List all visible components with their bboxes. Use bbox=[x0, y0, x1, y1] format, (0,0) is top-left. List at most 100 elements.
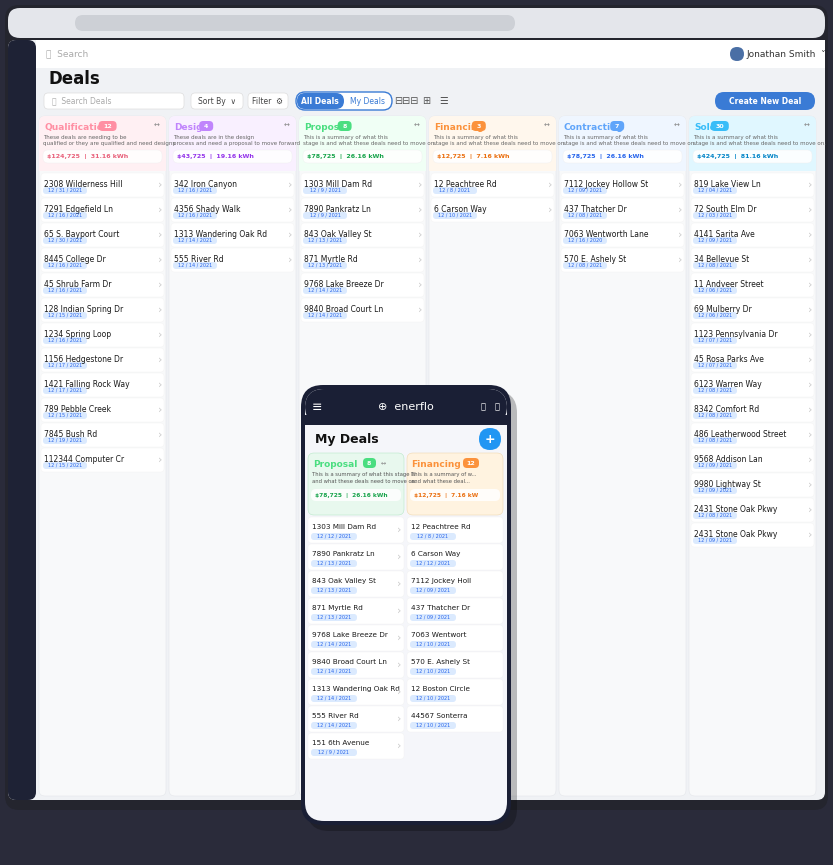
Text: 843 Oak Valley St: 843 Oak Valley St bbox=[304, 230, 372, 239]
Text: $43,725  |  19.16 kWh: $43,725 | 19.16 kWh bbox=[177, 153, 254, 158]
Text: ›: › bbox=[157, 280, 162, 290]
Text: stage is and what these deals need to move on.: stage is and what these deals need to mo… bbox=[563, 141, 696, 146]
FancyBboxPatch shape bbox=[303, 312, 347, 319]
Text: ›: › bbox=[678, 255, 682, 265]
Text: 12 / 13 / 2021: 12 / 13 / 2021 bbox=[317, 587, 352, 593]
Text: ›: › bbox=[397, 579, 402, 589]
Text: 12 / 08 / 2021: 12 / 08 / 2021 bbox=[568, 213, 602, 217]
Text: 12 / 06 / 2021: 12 / 06 / 2021 bbox=[698, 287, 732, 292]
Text: 11 Andveer Street: 11 Andveer Street bbox=[694, 280, 764, 289]
FancyBboxPatch shape bbox=[559, 163, 686, 171]
Text: 12 / 9 / 2021: 12 / 9 / 2021 bbox=[310, 213, 341, 217]
Text: 12 / 08 / 2021: 12 / 08 / 2021 bbox=[698, 438, 732, 443]
Text: $12,725  |  7.16 kWh: $12,725 | 7.16 kWh bbox=[437, 153, 510, 158]
Text: ›: › bbox=[157, 380, 162, 390]
FancyBboxPatch shape bbox=[407, 706, 503, 732]
FancyBboxPatch shape bbox=[43, 312, 87, 319]
Text: 8445 College Dr: 8445 College Dr bbox=[44, 255, 106, 264]
Text: 12 / 13 / 2021: 12 / 13 / 2021 bbox=[308, 262, 342, 267]
FancyBboxPatch shape bbox=[171, 173, 294, 197]
Text: This is a summary of what this: This is a summary of what this bbox=[693, 135, 778, 140]
FancyBboxPatch shape bbox=[691, 348, 814, 372]
Text: 12 / 9 / 2021: 12 / 9 / 2021 bbox=[318, 749, 350, 754]
FancyBboxPatch shape bbox=[41, 273, 164, 297]
Text: 🔍  Search: 🔍 Search bbox=[46, 49, 88, 59]
Text: 12 / 19 / 2021: 12 / 19 / 2021 bbox=[48, 438, 82, 443]
FancyBboxPatch shape bbox=[693, 362, 737, 369]
FancyBboxPatch shape bbox=[691, 173, 814, 197]
FancyBboxPatch shape bbox=[36, 40, 825, 68]
FancyBboxPatch shape bbox=[429, 116, 556, 171]
FancyBboxPatch shape bbox=[41, 173, 164, 197]
Text: ›: › bbox=[678, 205, 682, 215]
Text: 1421 Falling Rock Way: 1421 Falling Rock Way bbox=[44, 380, 130, 389]
Text: 12 / 14 / 2021: 12 / 14 / 2021 bbox=[317, 722, 352, 727]
FancyBboxPatch shape bbox=[308, 517, 404, 543]
FancyBboxPatch shape bbox=[311, 641, 357, 648]
Text: 6123 Warren Way: 6123 Warren Way bbox=[694, 380, 761, 389]
FancyBboxPatch shape bbox=[563, 187, 607, 194]
Text: ☰: ☰ bbox=[440, 96, 448, 106]
FancyBboxPatch shape bbox=[611, 121, 624, 131]
Text: 69 Mulberry Dr: 69 Mulberry Dr bbox=[694, 305, 751, 314]
FancyBboxPatch shape bbox=[563, 212, 607, 219]
FancyBboxPatch shape bbox=[311, 614, 357, 621]
Text: $424,725  |  81.16 kWh: $424,725 | 81.16 kWh bbox=[697, 153, 778, 158]
Text: 2431 Stone Oak Pkwy: 2431 Stone Oak Pkwy bbox=[694, 530, 777, 539]
Text: 112344 Computer Cr: 112344 Computer Cr bbox=[44, 455, 124, 464]
FancyBboxPatch shape bbox=[296, 92, 392, 110]
FancyBboxPatch shape bbox=[311, 749, 357, 756]
Text: ›: › bbox=[808, 405, 812, 415]
Text: 12 / 13 / 2021: 12 / 13 / 2021 bbox=[308, 238, 342, 242]
FancyBboxPatch shape bbox=[561, 198, 684, 222]
FancyBboxPatch shape bbox=[691, 273, 814, 297]
FancyBboxPatch shape bbox=[711, 121, 729, 131]
FancyBboxPatch shape bbox=[410, 489, 500, 501]
Text: 44567 Sonterra: 44567 Sonterra bbox=[411, 713, 467, 719]
FancyBboxPatch shape bbox=[171, 198, 294, 222]
Text: ›: › bbox=[808, 230, 812, 240]
Text: 9768 Lake Breeze Dr: 9768 Lake Breeze Dr bbox=[304, 280, 384, 289]
Text: These deals are needing to be: These deals are needing to be bbox=[43, 135, 127, 140]
Text: Sold: Sold bbox=[694, 123, 716, 132]
Text: ›: › bbox=[157, 305, 162, 315]
FancyBboxPatch shape bbox=[43, 437, 87, 444]
FancyBboxPatch shape bbox=[429, 116, 556, 796]
FancyBboxPatch shape bbox=[691, 448, 814, 472]
Text: Jonathan Smith  ˅: Jonathan Smith ˅ bbox=[746, 49, 826, 59]
Text: Contracting: Contracting bbox=[564, 123, 624, 132]
Text: ›: › bbox=[157, 180, 162, 190]
FancyBboxPatch shape bbox=[199, 121, 213, 131]
Text: ›: › bbox=[808, 380, 812, 390]
Text: 7: 7 bbox=[615, 124, 620, 129]
FancyBboxPatch shape bbox=[169, 116, 296, 171]
Text: 12 / 14 / 2021: 12 / 14 / 2021 bbox=[178, 238, 212, 242]
FancyBboxPatch shape bbox=[44, 93, 184, 109]
FancyBboxPatch shape bbox=[303, 287, 347, 294]
Text: 12 / 16 / 2021: 12 / 16 / 2021 bbox=[178, 213, 212, 217]
Text: 12 / 14 / 2021: 12 / 14 / 2021 bbox=[317, 642, 352, 646]
Text: $124,725  |  31.16 kWh: $124,725 | 31.16 kWh bbox=[47, 153, 128, 158]
Text: 12 / 08 / 2021: 12 / 08 / 2021 bbox=[568, 262, 602, 267]
Text: ›: › bbox=[397, 741, 402, 751]
FancyBboxPatch shape bbox=[299, 163, 426, 171]
FancyBboxPatch shape bbox=[429, 163, 556, 171]
Text: 12 / 16 / 2020: 12 / 16 / 2020 bbox=[568, 238, 602, 242]
Text: qualified or they are qualified and need designs: qualified or they are qualified and need… bbox=[43, 141, 175, 146]
FancyBboxPatch shape bbox=[693, 512, 737, 519]
Text: 12 Peachtree Rd: 12 Peachtree Rd bbox=[434, 180, 496, 189]
Text: ›: › bbox=[418, 305, 422, 315]
FancyBboxPatch shape bbox=[43, 337, 87, 344]
Text: ›: › bbox=[288, 205, 292, 215]
Text: ›: › bbox=[288, 180, 292, 190]
Text: ↔: ↔ bbox=[674, 123, 680, 129]
Text: 437 Thatcher Dr: 437 Thatcher Dr bbox=[411, 605, 470, 611]
FancyBboxPatch shape bbox=[363, 458, 376, 468]
Text: 7112 Jockey Hollow St: 7112 Jockey Hollow St bbox=[564, 180, 648, 189]
FancyBboxPatch shape bbox=[693, 462, 737, 469]
Text: $78,725  |  26.16 kWh: $78,725 | 26.16 kWh bbox=[567, 153, 644, 158]
Text: ›: › bbox=[397, 525, 402, 535]
FancyBboxPatch shape bbox=[301, 223, 424, 247]
Text: 12 / 31 / 2021: 12 / 31 / 2021 bbox=[47, 188, 82, 193]
Text: 12 / 17 / 2021: 12 / 17 / 2021 bbox=[47, 362, 82, 368]
